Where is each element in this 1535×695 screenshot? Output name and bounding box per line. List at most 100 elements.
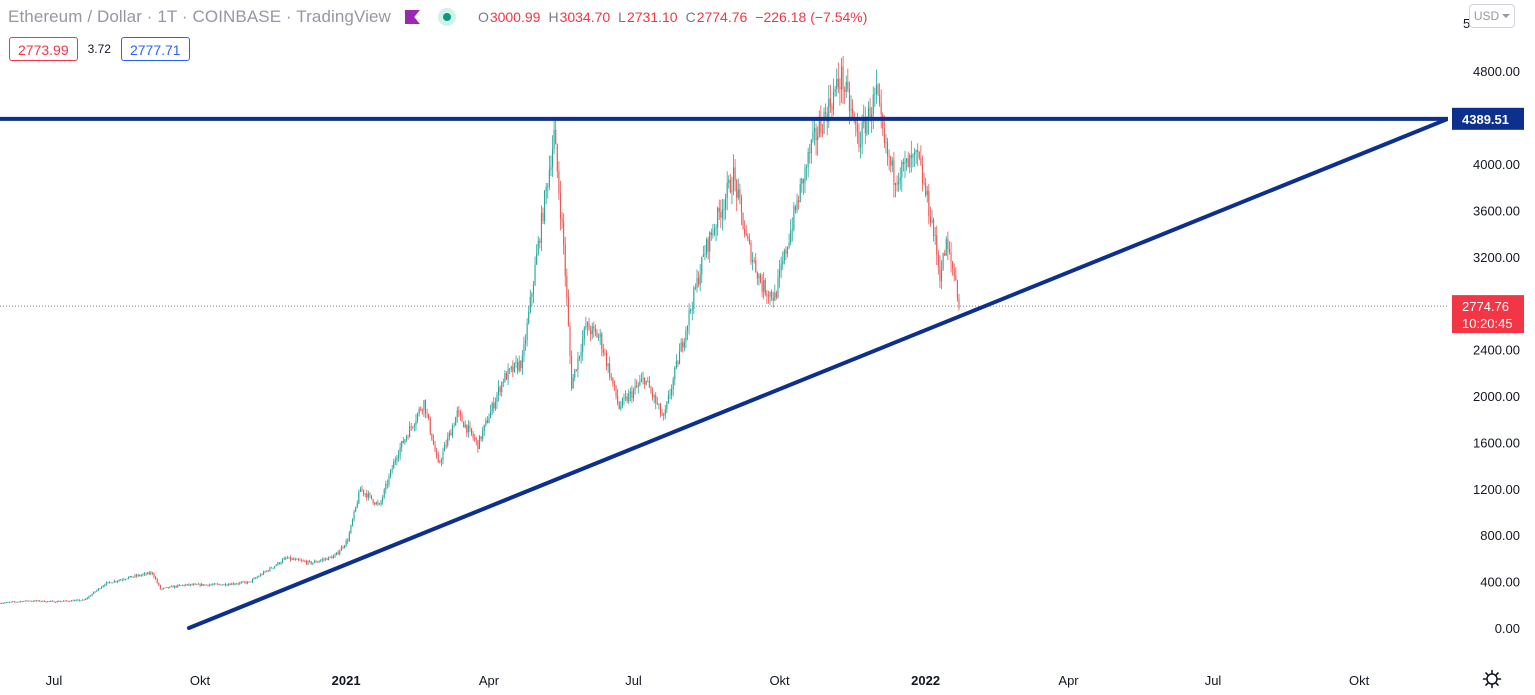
candle [0, 603, 1, 604]
candle [366, 493, 368, 498]
time-tick-label: Jul [46, 673, 63, 688]
symbol-legend[interactable]: Ethereum / Dollar · 1T · COINBASE · Trad… [8, 6, 867, 28]
candle [771, 292, 773, 298]
ohlc-open: O 3000.99 [478, 9, 541, 25]
drawings-layer[interactable] [0, 116, 1450, 630]
candle [672, 378, 674, 390]
candle [528, 311, 530, 324]
candle [526, 323, 528, 341]
candle [274, 566, 276, 568]
support-trendline[interactable] [186, 116, 1450, 630]
candle [644, 378, 646, 385]
flag-icon[interactable] [404, 10, 420, 24]
candle [432, 440, 434, 445]
candle [609, 363, 611, 378]
candle [764, 280, 766, 295]
time-axis[interactable]: Jul Okt 2021 Apr Jul Okt 2022 Apr Jul Okt [46, 673, 1370, 688]
candle [602, 348, 604, 353]
candle [310, 561, 312, 564]
candle [469, 425, 471, 429]
candle [188, 584, 190, 586]
bid-price-button[interactable]: 2773.99 [9, 37, 78, 61]
candle [423, 400, 425, 411]
quote-panel: 2773.99 3.72 2777.71 [9, 37, 190, 61]
candle [466, 424, 468, 433]
candle [912, 154, 914, 158]
candle [583, 327, 585, 339]
candle [956, 280, 958, 299]
symbol-title[interactable]: Ethereum / Dollar · 1T · COINBASE · Trad… [8, 7, 391, 26]
candle [278, 562, 280, 564]
candle [194, 584, 196, 585]
candle [875, 84, 877, 94]
gear-icon[interactable] [1482, 669, 1502, 689]
candle [882, 114, 884, 129]
candle [413, 424, 415, 427]
candle [370, 495, 373, 500]
candle [58, 601, 60, 602]
candle [539, 240, 541, 243]
candle [777, 277, 779, 298]
candle [256, 576, 258, 578]
candle [796, 200, 798, 211]
candle [802, 178, 804, 184]
candle [904, 161, 906, 164]
candle [517, 362, 519, 371]
time-tick-label: 2022 [911, 673, 940, 688]
last-price-label-bg [1452, 295, 1524, 334]
price-tick-label: 5 [1463, 16, 1470, 31]
candle [761, 282, 763, 292]
candle [421, 410, 423, 411]
candle [258, 576, 260, 578]
candle [428, 414, 430, 419]
candle [625, 396, 627, 398]
candle [167, 587, 169, 588]
candle [715, 227, 717, 229]
candle [659, 404, 662, 414]
candle [75, 600, 77, 601]
candle [61, 601, 63, 602]
candle [182, 584, 184, 586]
candle [628, 393, 630, 402]
candle [201, 584, 203, 586]
candle [297, 558, 300, 560]
candle [678, 351, 681, 365]
candle [40, 601, 42, 603]
candle [169, 586, 171, 588]
candle [496, 394, 498, 403]
candle [250, 581, 252, 583]
candle [620, 406, 622, 409]
candle [942, 253, 944, 270]
candle [694, 287, 696, 289]
candle [456, 410, 458, 418]
candle [883, 128, 885, 143]
currency-selector[interactable]: USD [1469, 4, 1515, 28]
candle [212, 584, 214, 586]
candle [263, 571, 265, 575]
candle [810, 139, 812, 153]
candle [269, 567, 271, 571]
candle [301, 560, 303, 562]
candle [850, 109, 852, 111]
candle [237, 583, 239, 585]
candle [807, 152, 809, 167]
candle [97, 588, 99, 591]
candle [559, 193, 562, 219]
candle [426, 413, 428, 415]
candle [890, 156, 892, 166]
candle [355, 506, 357, 512]
candle [610, 377, 612, 379]
candle [121, 579, 123, 581]
candle [418, 408, 420, 414]
ask-price-button[interactable]: 2777.71 [120, 37, 190, 61]
candle [855, 119, 857, 126]
candle [621, 398, 623, 407]
candle [534, 264, 536, 285]
candle [444, 445, 446, 452]
candle [378, 503, 381, 505]
candle [540, 213, 542, 243]
candle [404, 439, 406, 443]
candle [293, 558, 295, 560]
